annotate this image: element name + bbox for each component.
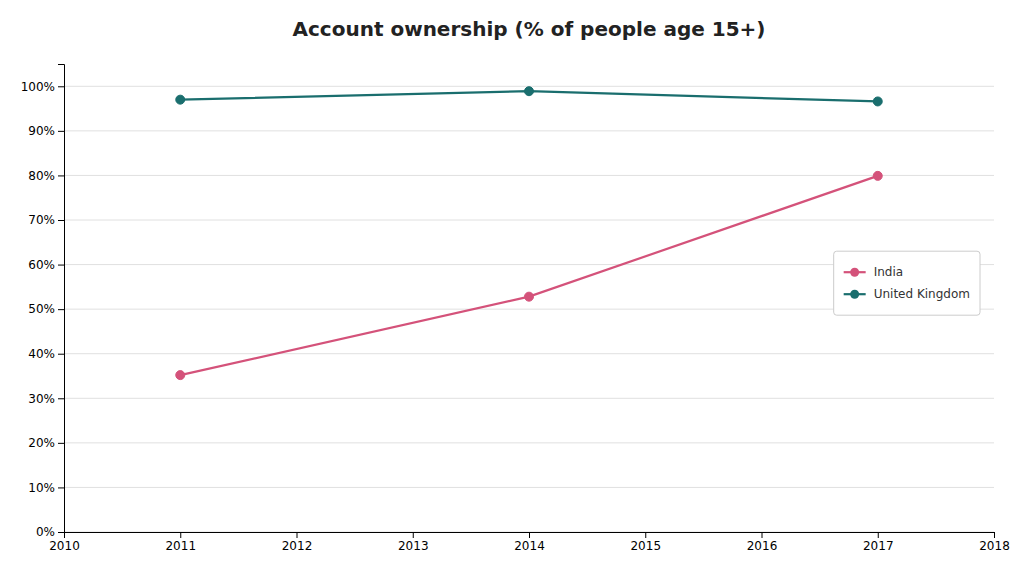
y-tick-label: 90% xyxy=(28,124,55,138)
series xyxy=(176,171,883,379)
legend-label: United Kingdom xyxy=(874,287,970,301)
series-line xyxy=(180,176,878,375)
point xyxy=(873,171,882,180)
x-tick-mark xyxy=(645,532,646,538)
y-tick-label: 80% xyxy=(28,169,55,183)
y-tick-label: 70% xyxy=(28,213,55,227)
y-tick: 0% xyxy=(36,525,64,539)
x-tick-label: 2015 xyxy=(630,539,661,553)
y-tick: 60% xyxy=(28,258,64,272)
y-tick: 30% xyxy=(28,392,64,406)
legend-bg xyxy=(834,251,980,315)
y-tick-label: 0% xyxy=(36,525,55,539)
x-tick: 2013 xyxy=(398,532,429,553)
grid-line xyxy=(64,353,994,354)
legend: India United Kingdom xyxy=(834,251,980,315)
x-tick-mark xyxy=(413,532,414,538)
y-tick-label: 10% xyxy=(28,481,55,495)
grid-line xyxy=(64,175,994,176)
grid-line xyxy=(64,220,994,221)
y-tick-mark xyxy=(58,487,64,488)
y-tick-label: 40% xyxy=(28,347,55,361)
x-tick-label: 2018 xyxy=(979,539,1010,553)
x-tick-mark xyxy=(994,532,995,538)
x-tick: 2012 xyxy=(282,532,313,553)
x-tick-mark xyxy=(878,532,879,538)
x-tick-mark xyxy=(180,532,181,538)
y-tick-mark xyxy=(58,398,64,399)
y-tick-mark xyxy=(58,354,64,355)
x-tick-mark xyxy=(297,532,298,538)
grid-line xyxy=(64,487,994,488)
y-tick: 90% xyxy=(28,124,64,138)
y-tick-label: 20% xyxy=(28,436,55,450)
x-tick-label: 2010 xyxy=(49,539,80,553)
legend-entry: United Kingdom xyxy=(844,287,970,301)
x-tick-mark xyxy=(529,532,530,538)
legend-marker xyxy=(850,290,859,299)
y-tick-mark xyxy=(58,131,64,132)
x-tick: 2011 xyxy=(165,532,196,553)
x-tick: 2015 xyxy=(630,532,661,553)
x-tick-mark xyxy=(762,532,763,538)
y-tick-label: 30% xyxy=(28,392,55,406)
legend-marker xyxy=(850,268,859,277)
point xyxy=(525,292,534,301)
x-tick-label: 2013 xyxy=(398,539,429,553)
x-tick-label: 2016 xyxy=(747,539,778,553)
point xyxy=(176,95,185,104)
x-tick-label: 2011 xyxy=(165,539,196,553)
grid-line xyxy=(64,130,994,131)
legend-entry: India xyxy=(844,265,903,279)
point xyxy=(873,97,882,106)
x-tick: 2016 xyxy=(747,532,778,553)
x-tick: 2018 xyxy=(979,532,1010,553)
y-tick: 80% xyxy=(28,169,64,183)
grid xyxy=(64,86,994,532)
y-axis: 0% 10% 20% 30% 40% 50% 60% 70% 80% 90% 100% xyxy=(21,65,65,540)
axis-line xyxy=(65,533,995,539)
x-tick-label: 2017 xyxy=(863,539,894,553)
y-tick-label: 50% xyxy=(28,302,55,316)
x-tick: 2014 xyxy=(514,532,545,553)
x-tick-label: 2014 xyxy=(514,539,545,553)
y-tick: 50% xyxy=(28,302,64,316)
grid-line xyxy=(64,442,994,443)
y-tick-mark xyxy=(58,265,64,266)
y-tick-mark xyxy=(58,86,64,87)
x-axis: 2010 2011 2012 2013 2014 2015 2016 2017 2018 xyxy=(49,532,1010,553)
axis-line xyxy=(58,65,65,533)
y-tick-mark xyxy=(58,532,64,533)
legend-label: India xyxy=(874,265,903,279)
plot-area: 2010 2011 2012 2013 2014 2015 2016 2017 2018 0% 10… xyxy=(21,65,1010,553)
chart: 2010 2011 2012 2013 2014 2015 2016 2017 2018 0% 10… xyxy=(0,0,1024,576)
y-tick-label: 60% xyxy=(28,258,55,272)
y-tick-mark xyxy=(58,309,64,310)
series xyxy=(176,87,883,106)
point xyxy=(525,87,534,96)
y-tick: 40% xyxy=(28,347,64,361)
y-tick-label: 100% xyxy=(21,80,55,94)
y-tick-mark xyxy=(58,220,64,221)
y-tick: 100% xyxy=(21,80,64,94)
y-tick-mark xyxy=(58,175,64,176)
y-tick: 10% xyxy=(28,481,64,495)
point xyxy=(176,371,185,380)
x-tick: 2017 xyxy=(863,532,894,553)
y-tick-mark xyxy=(58,443,64,444)
x-tick-label: 2012 xyxy=(282,539,313,553)
y-tick: 20% xyxy=(28,436,64,450)
marks xyxy=(176,87,883,380)
title: Account ownership (% of people age 15+) xyxy=(292,17,765,41)
y-tick: 70% xyxy=(28,213,64,227)
grid-line xyxy=(64,398,994,399)
